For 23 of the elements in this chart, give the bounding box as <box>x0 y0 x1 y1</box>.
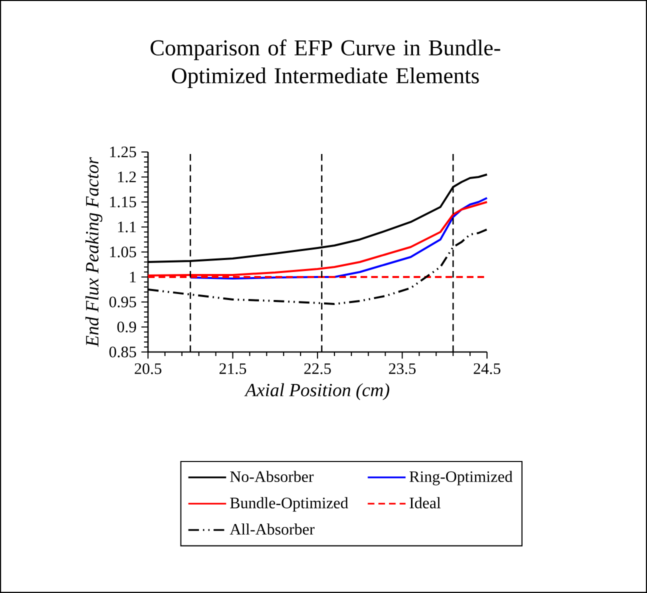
y-tick-label: 1.2 <box>118 172 136 182</box>
y-tick-label: 0.9 <box>117 322 136 332</box>
legend-label: Ideal <box>410 497 441 508</box>
legend-label: All-Absorber <box>230 523 315 535</box>
x-tick-label: 23.5 <box>389 363 416 374</box>
x-axis-title: Axial Position (cm) <box>244 383 390 400</box>
line-series <box>189 196 488 280</box>
legend-label: No-Absorber <box>230 470 314 482</box>
y-tick-label: 1.15 <box>110 196 136 208</box>
y-tick-label: 1.1 <box>118 222 136 232</box>
chart-title: Comparison of EFP Curve in Bundle-Optimized Intermediate Elements <box>150 39 500 88</box>
y-axis-title: End Flux Peaking Factor <box>85 157 102 347</box>
x-tick-label: 20.5 <box>134 363 162 374</box>
y-tick-label: 1.25 <box>110 146 136 158</box>
y-tick-label: 1 <box>130 272 136 282</box>
y-tick-label: 1.05 <box>110 246 136 258</box>
y-tick-label: 0.85 <box>109 346 136 358</box>
legend-label: Ring-Optimized <box>410 470 512 486</box>
x-tick-label: 22.5 <box>304 363 331 374</box>
legend-label: Bundle-Optimized <box>230 497 348 512</box>
y-tick-label: 0.95 <box>109 296 136 308</box>
x-tick-label: 24.5 <box>474 363 500 374</box>
x-tick-label: 21.5 <box>220 363 246 374</box>
